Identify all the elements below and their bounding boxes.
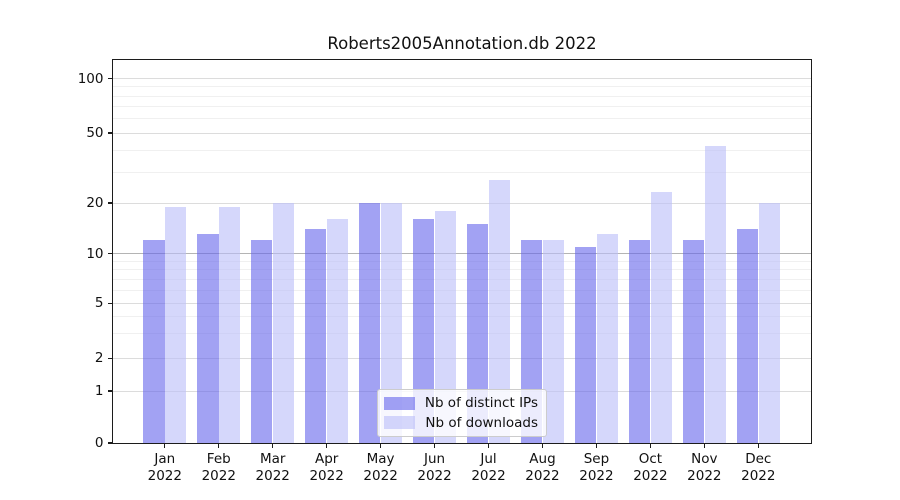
bar-ips-feb xyxy=(197,234,219,443)
y-tick-label-10: 10 xyxy=(86,245,104,262)
x-tickmark-8 xyxy=(595,444,598,449)
y-tick-label-100: 100 xyxy=(77,70,104,87)
y-tickmark-5 xyxy=(107,302,112,304)
chart-title: Roberts2005Annotation.db 2022 xyxy=(327,34,597,53)
y-tick-label-5: 5 xyxy=(94,295,104,312)
gridline-minor-70 xyxy=(113,106,811,108)
legend: Nb of distinct IPs Nb of downloads xyxy=(377,389,547,437)
x-tick-label-8: Sep 2022 xyxy=(579,451,614,484)
bar-ips-apr xyxy=(305,228,327,443)
x-tick-label-4: May 2022 xyxy=(363,451,398,484)
gridline-minor-90 xyxy=(113,86,811,88)
gridline-minor-60 xyxy=(113,118,811,120)
gridline-minor-6 xyxy=(113,289,811,291)
y-tick-label-50: 50 xyxy=(86,125,104,141)
gridline-minor-7 xyxy=(113,278,811,280)
x-tickmark-4 xyxy=(380,444,382,449)
left-spine xyxy=(111,58,113,445)
bar-downloads-jan xyxy=(165,206,187,443)
y-tick-label-2: 2 xyxy=(94,350,104,367)
bar-downloads-nov xyxy=(704,146,726,443)
bar-ips-mar xyxy=(251,240,273,443)
bar-ips-jan xyxy=(143,240,165,443)
gridline-minor-9 xyxy=(113,260,811,262)
y-tickmark-10 xyxy=(107,252,112,255)
legend-swatch-0 xyxy=(383,396,415,411)
x-tick-label-9: Oct 2022 xyxy=(633,451,668,484)
right-spine xyxy=(811,58,813,445)
bar-ips-nov xyxy=(682,240,705,443)
x-tick-label-11: Dec 2022 xyxy=(741,451,776,484)
bar-downloads-jun xyxy=(434,210,457,443)
bar-ips-sep xyxy=(574,246,597,443)
bar-ips-jun xyxy=(412,219,435,443)
x-tick-label-10: Nov 2022 xyxy=(687,451,722,484)
bar-ips-dec xyxy=(736,228,759,443)
bar-downloads-jul xyxy=(488,180,511,443)
y-tickmark-100 xyxy=(107,77,112,80)
bar-downloads-aug xyxy=(542,240,565,443)
x-tick-label-5: Jun 2022 xyxy=(417,451,452,484)
y-tick-label-1: 1 xyxy=(94,383,104,399)
x-tick-label-2: Mar 2022 xyxy=(255,451,290,484)
x-tickmark-5 xyxy=(433,444,436,449)
bar-downloads-dec xyxy=(758,203,780,443)
x-tickmark-7 xyxy=(541,444,544,449)
bar-ips-jul xyxy=(466,223,489,443)
gridline-minor-4 xyxy=(113,316,811,318)
x-tickmark-10 xyxy=(703,444,705,449)
bar-ips-oct xyxy=(628,240,651,443)
legend-label-0: Nb of distinct IPs xyxy=(424,395,538,412)
gridline-minor-40 xyxy=(113,149,811,151)
gridline-minor-8 xyxy=(113,269,811,271)
legend-swatch-1 xyxy=(384,415,416,430)
x-tick-label-3: Apr 2022 xyxy=(309,451,344,484)
bottom-spine xyxy=(111,443,813,445)
bar-downloads-feb xyxy=(218,206,241,443)
legend-label-1: Nb of downloads xyxy=(425,414,538,431)
x-tick-label-0: Jan 2022 xyxy=(147,451,182,484)
x-tickmark-3 xyxy=(326,444,328,449)
gridline-major-2 xyxy=(113,357,811,359)
x-tickmark-2 xyxy=(272,444,274,449)
bar-ips-may xyxy=(359,203,381,443)
x-tickmark-6 xyxy=(487,444,490,449)
y-tickmark-50 xyxy=(107,132,112,134)
x-tickmark-1 xyxy=(218,444,220,449)
y-tickmark-20 xyxy=(107,202,112,204)
gridline-major-5 xyxy=(113,302,811,304)
gridline-major-50 xyxy=(113,132,811,134)
bar-downloads-sep xyxy=(596,234,619,443)
x-tickmark-9 xyxy=(649,444,651,449)
y-tick-label-0: 0 xyxy=(94,435,104,451)
x-tick-label-6: Jul 2022 xyxy=(471,451,506,484)
bar-downloads-oct xyxy=(650,192,672,443)
bar-downloads-apr xyxy=(326,219,349,443)
top-spine xyxy=(111,58,813,60)
y-tickmark-0 xyxy=(107,442,112,444)
y-tickmark-1 xyxy=(107,390,112,392)
gridline-minor-3 xyxy=(113,333,811,335)
gridline-major-10 xyxy=(113,253,811,254)
y-tick-label-20: 20 xyxy=(86,195,104,211)
gridline-minor-30 xyxy=(113,171,811,173)
x-tickmark-11 xyxy=(757,444,759,449)
x-tickmark-0 xyxy=(164,444,166,449)
y-tickmark-2 xyxy=(107,357,112,359)
x-tick-label-1: Feb 2022 xyxy=(201,451,236,484)
bar-downloads-mar xyxy=(272,203,295,443)
legend-row-0: Nb of distinct IPs xyxy=(383,395,538,412)
gridline-major-20 xyxy=(113,202,811,204)
legend-row-1: Nb of downloads xyxy=(384,414,538,431)
gridline-major-100 xyxy=(113,78,811,79)
x-tick-label-7: Aug 2022 xyxy=(525,451,560,484)
bar-downloads-may xyxy=(380,203,403,443)
gridline-minor-80 xyxy=(113,95,811,97)
